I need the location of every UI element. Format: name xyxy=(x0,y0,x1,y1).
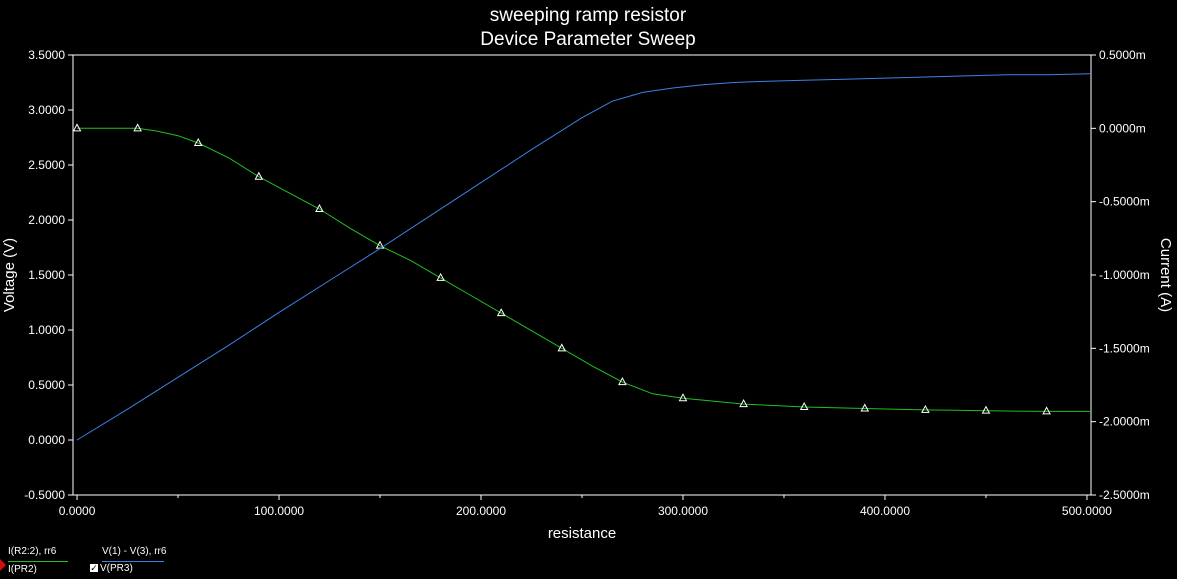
right-axis-label: Current (A) xyxy=(1157,238,1174,312)
left-tick-label: 3.0000 xyxy=(28,103,65,117)
series-layer xyxy=(72,73,1092,441)
data-point-marker xyxy=(678,393,688,402)
data-point-marker xyxy=(921,404,930,413)
x-tick-label: 200.0000 xyxy=(456,504,506,518)
legend-item-voltage-probe[interactable]: ✓ V(PR3) xyxy=(90,563,133,574)
series-line-current xyxy=(77,127,1091,412)
left-tick-label: -0.5000 xyxy=(24,488,65,502)
checkbox-icon[interactable]: ✓ xyxy=(90,563,98,574)
legend: I(R2:2), rr6 I(PR2) V(1) - V(3), rr6 ✓ V(… xyxy=(0,544,300,579)
active-trace-flag[interactable] xyxy=(0,559,6,571)
data-point-marker xyxy=(133,123,142,132)
left-axis-ticks: 3.5000 3.0000 2.5000 2.0000 1.5000 1.0000 0.50… xyxy=(24,48,73,502)
data-point-marker xyxy=(860,403,870,412)
x-tick-label: 300.0000 xyxy=(658,504,708,518)
x-axis-label: resistance xyxy=(548,525,616,542)
data-point-marker xyxy=(254,171,264,180)
data-point-marker xyxy=(557,343,567,352)
left-tick-label: 2.5000 xyxy=(28,158,65,172)
data-point-marker xyxy=(315,203,324,212)
left-tick-label: 0.0000 xyxy=(28,433,65,447)
x-tick-label: 100.0000 xyxy=(254,504,304,518)
left-axis-label: Voltage (V) xyxy=(1,238,18,312)
left-tick-label: 1.0000 xyxy=(28,323,65,337)
right-tick-label: -2.0000m xyxy=(1099,415,1150,429)
legend-line-current xyxy=(8,561,68,562)
right-tick-label: -1.0000m xyxy=(1099,268,1150,282)
left-tick-label: 0.5000 xyxy=(28,378,65,392)
data-point-marker xyxy=(496,308,506,317)
legend-line-voltage xyxy=(102,561,164,562)
data-point-marker xyxy=(981,405,991,414)
data-point-marker xyxy=(739,399,748,408)
data-point-marker xyxy=(72,123,82,132)
legend-item-current-probe[interactable]: I(PR2) xyxy=(8,564,37,575)
data-point-marker xyxy=(618,377,627,386)
x-axis-ticks: 0.0000 100.0000 200.0000 300.0000 400.0000 50… xyxy=(59,495,1112,518)
right-tick-label: 0.5000m xyxy=(1099,48,1146,62)
x-tick-label: 0.0000 xyxy=(59,504,96,518)
right-tick-label: 0.0000m xyxy=(1099,121,1146,135)
legend-item-current-expr[interactable]: I(R2:2), rr6 xyxy=(8,546,57,557)
left-tick-label: 3.5000 xyxy=(28,48,65,62)
right-tick-label: -1.5000m xyxy=(1099,341,1150,355)
data-point-marker xyxy=(799,401,809,410)
data-point-marker xyxy=(193,137,203,146)
left-tick-label: 2.0000 xyxy=(28,213,65,227)
plot-frame xyxy=(72,54,1092,496)
right-tick-label: -0.5000m xyxy=(1099,195,1150,209)
x-tick-label: 500.0000 xyxy=(1062,504,1112,518)
left-tick-label: 1.5000 xyxy=(28,268,65,282)
x-tick-label: 400.0000 xyxy=(860,504,910,518)
series-line-voltage xyxy=(76,73,1092,441)
data-point-marker xyxy=(436,272,445,281)
legend-item-voltage-expr[interactable]: V(1) - V(3), rr6 xyxy=(102,546,167,557)
right-tick-label: -2.5000m xyxy=(1099,488,1150,502)
right-axis-ticks: 0.5000m 0.0000m -0.5000m -1.0000m -1.5000m -2… xyxy=(1091,48,1150,502)
chart-title: sweeping ramp resistor xyxy=(490,5,687,26)
chart-subtitle: Device Parameter Sweep xyxy=(480,29,695,50)
data-point-marker xyxy=(1042,406,1051,415)
